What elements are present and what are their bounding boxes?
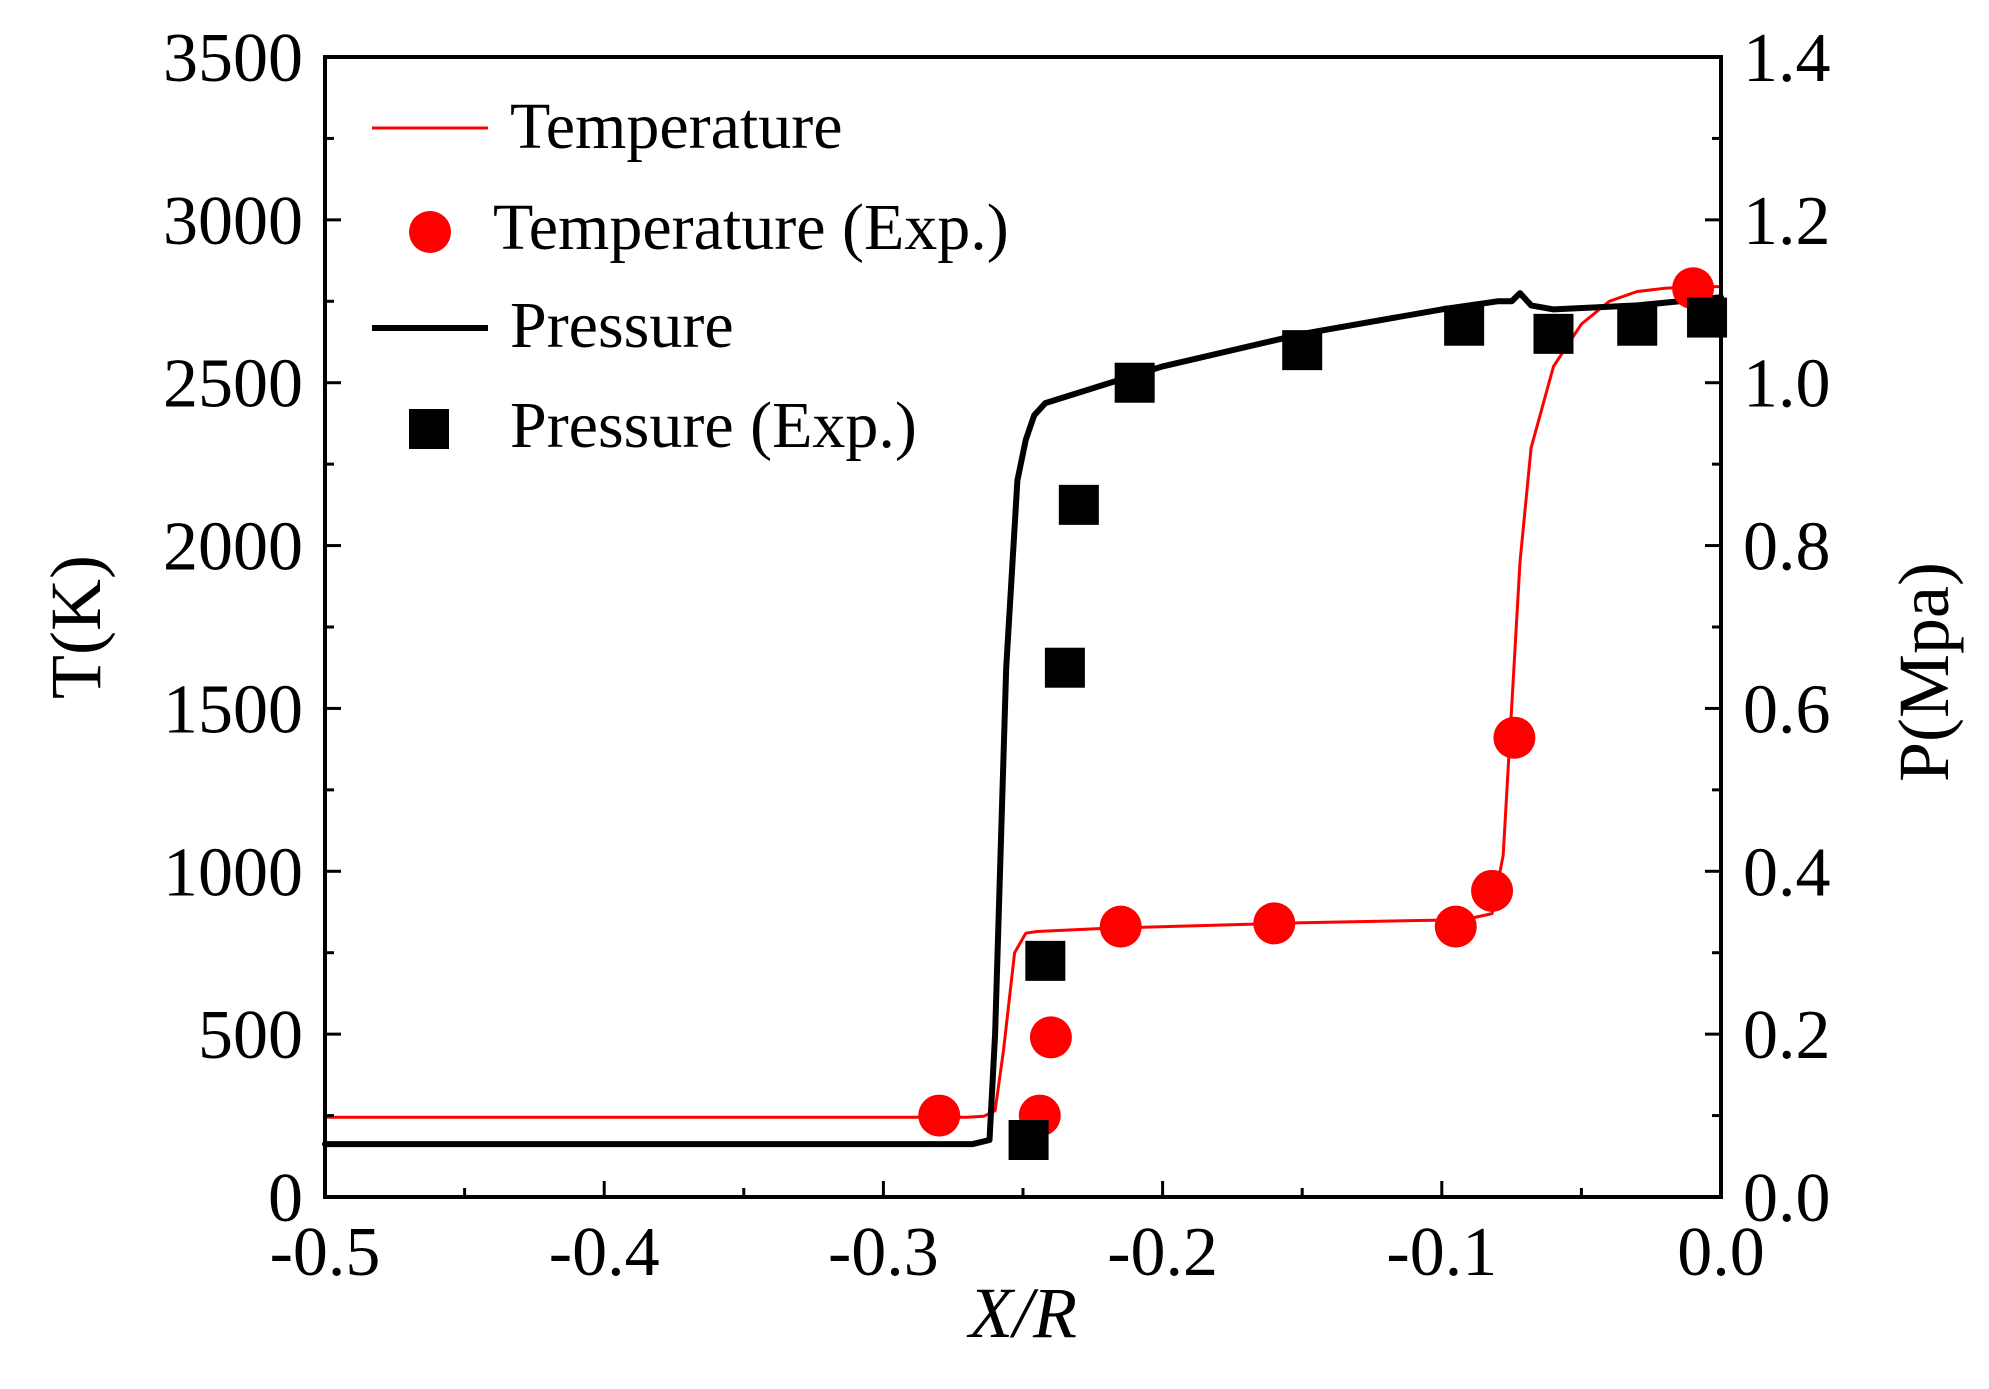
y-right-tick-label: 0.2 — [1743, 997, 1831, 1074]
series-line-pressure — [322, 290, 1724, 1148]
point-pressure-exp — [1617, 305, 1658, 346]
axes-ticks: -0.5 -0.4 -0.3 -0.2 -0.1 0.0 0 500 1000 1500 2000 2… — [163, 20, 1831, 1291]
point-temperature-exp — [1434, 905, 1477, 948]
y-right-tick-label: 0.4 — [1743, 834, 1831, 911]
y-right-tick-label: 1.2 — [1743, 183, 1831, 260]
point-pressure-exp — [1058, 484, 1099, 525]
point-pressure-exp — [1282, 330, 1323, 371]
y-left-tick-label: 2000 — [163, 509, 303, 586]
legend: Temperature Temperature (Exp.) Pressure … — [372, 90, 1009, 462]
point-temperature-exp — [1029, 1016, 1072, 1059]
point-pressure-exp — [1114, 362, 1155, 403]
legend-label-temperature-exp: Temperature (Exp.) — [493, 191, 1009, 264]
point-pressure-exp — [1444, 305, 1485, 346]
y-right-tick-label: 1.4 — [1743, 20, 1831, 97]
y-axis-right-title: P(Mpa) — [1884, 562, 1964, 782]
x-tick-label: -0.2 — [1107, 1214, 1218, 1291]
point-pressure-exp — [1533, 313, 1574, 354]
point-temperature-exp — [1471, 869, 1514, 912]
point-temperature-exp — [1099, 905, 1142, 948]
y-left-tick-label: 0 — [268, 1160, 303, 1237]
y-axis-left-title: T(K) — [36, 555, 116, 699]
plot-series — [322, 267, 1728, 1160]
y-left-tick-label: 3500 — [163, 20, 303, 97]
legend-label-pressure-exp: Pressure (Exp.) — [510, 389, 917, 462]
point-pressure-exp — [1008, 1120, 1049, 1160]
y-left-tick-label: 2500 — [163, 346, 303, 423]
y-left-tick-label: 500 — [198, 997, 303, 1074]
point-temperature-exp — [918, 1094, 961, 1137]
y-right-tick-label: 0.8 — [1743, 509, 1831, 586]
legend-swatch-temperature-exp — [409, 211, 451, 253]
point-temperature-exp — [1493, 716, 1536, 759]
y-right-tick-label: 0.0 — [1743, 1160, 1831, 1237]
point-pressure-exp — [1044, 647, 1085, 688]
legend-label-pressure: Pressure — [510, 289, 734, 362]
point-temperature-exp — [1253, 902, 1296, 945]
y-right-tick-label: 1.0 — [1743, 346, 1831, 423]
x-tick-label: -0.1 — [1386, 1214, 1497, 1291]
y-left-tick-label: 1000 — [163, 834, 303, 911]
legend-swatch-pressure-exp — [409, 409, 449, 449]
x-tick-label: -0.4 — [549, 1214, 660, 1291]
legend-label-temperature: Temperature — [510, 90, 843, 163]
y-left-tick-label: 1500 — [163, 671, 303, 748]
y-right-tick-label: 0.6 — [1743, 671, 1831, 748]
point-pressure-exp — [1025, 940, 1066, 981]
x-tick-label: -0.3 — [828, 1214, 939, 1291]
x-axis-title: X/R — [966, 1273, 1077, 1353]
x-tick-label: -0.5 — [270, 1214, 381, 1291]
x-tick-label: 0.0 — [1677, 1214, 1765, 1291]
y-left-tick-label: 3000 — [163, 183, 303, 260]
